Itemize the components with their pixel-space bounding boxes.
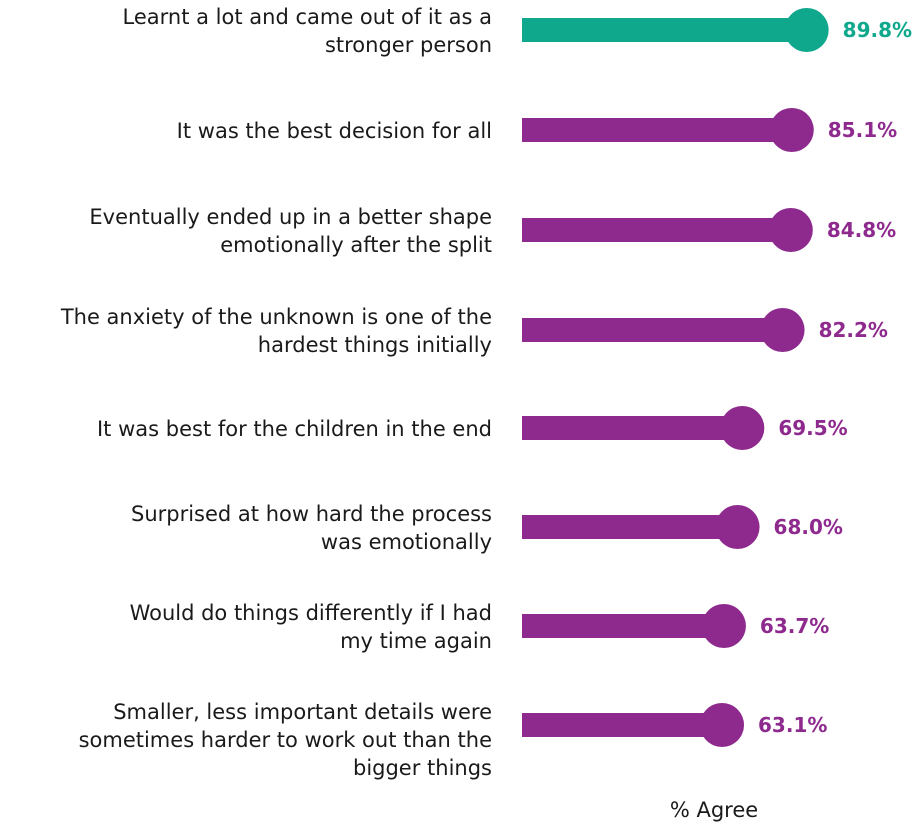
bar <box>522 18 807 42</box>
value-labels: 89.8% 85.1% 84.8% 82.2% 69.5% 68.0% 63.7% 63.1% <box>758 18 912 737</box>
bar <box>522 318 783 342</box>
bar-end-dot <box>768 208 813 252</box>
data-label: 63.7% <box>760 614 829 638</box>
category-label: Eventually ended up in a better shape <box>89 205 492 229</box>
category-label: Smaller, less important details were <box>113 700 492 724</box>
category-label: The anxiety of the unknown is one of the <box>60 305 492 329</box>
category-label: It was best for the children in the end <box>97 417 492 441</box>
category-label: Learnt a lot and came out of it as a <box>123 5 492 29</box>
bar-end-dot <box>769 108 814 152</box>
category-label: It was the best decision for all <box>177 119 492 143</box>
bar-end-dots <box>700 8 829 747</box>
data-label: 69.5% <box>778 416 847 440</box>
bar <box>522 515 738 539</box>
category-label: Surprised at how hard the process <box>131 502 492 526</box>
data-label: 82.2% <box>819 318 888 342</box>
bar-end-dot <box>760 308 805 352</box>
category-label: stronger person <box>325 33 492 57</box>
bar <box>522 218 791 242</box>
data-label: 63.1% <box>758 713 827 737</box>
category-label: was emotionally <box>321 530 492 554</box>
category-label: my time again <box>340 629 492 653</box>
bar-end-dot <box>720 406 765 450</box>
bar-end-dot <box>715 505 760 549</box>
bar <box>522 118 792 142</box>
category-label: sometimes harder to work out than the <box>79 728 492 752</box>
x-axis-label: % Agree <box>670 798 758 822</box>
bar <box>522 416 743 440</box>
data-label: 85.1% <box>828 118 897 142</box>
data-label: 89.8% <box>843 18 912 42</box>
bar-end-dot <box>784 8 829 52</box>
data-label: 68.0% <box>774 515 843 539</box>
category-label: hardest things initially <box>258 333 492 357</box>
bar <box>522 713 723 737</box>
category-labels: Learnt a lot and came out of it as a stro… <box>60 5 492 780</box>
bars <box>522 18 807 737</box>
bar <box>522 614 724 638</box>
category-label: emotionally after the split <box>220 233 492 257</box>
bar-end-dot <box>700 703 745 747</box>
category-label: Would do things differently if I had <box>130 601 492 625</box>
category-label: bigger things <box>353 756 492 780</box>
bar-end-dot <box>701 604 746 648</box>
data-label: 84.8% <box>827 218 896 242</box>
